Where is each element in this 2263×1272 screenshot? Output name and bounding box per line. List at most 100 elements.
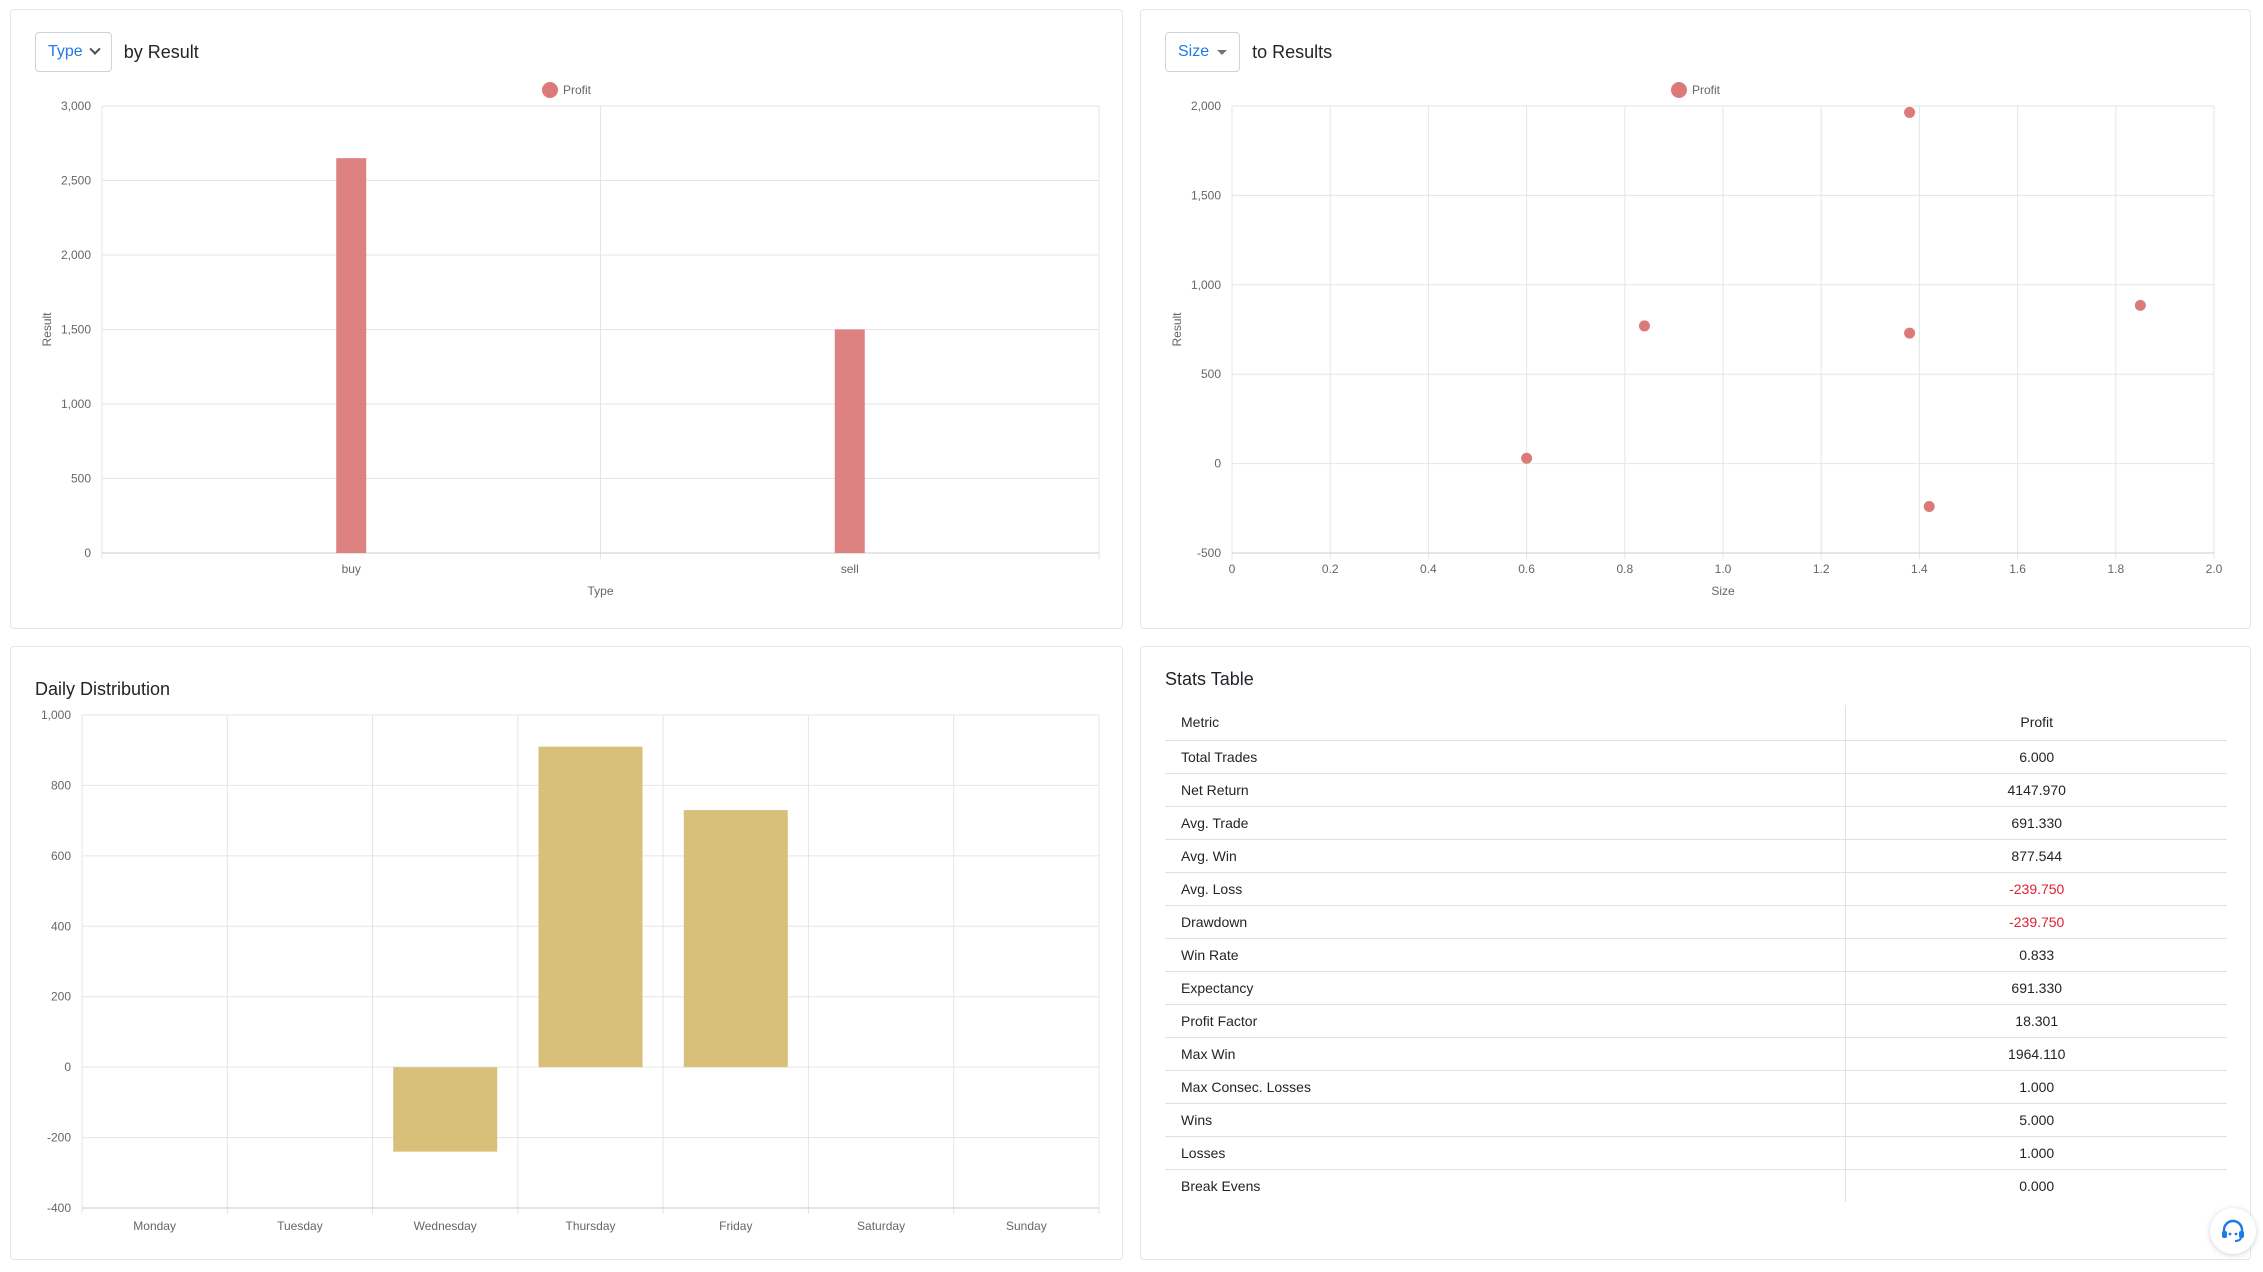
bar-friday [683, 810, 788, 1068]
table-row: Avg. Trade 691.330 [1165, 806, 2227, 840]
x-tick-label: Tuesday [277, 1219, 323, 1233]
profit-value-cell: 877.544 [1845, 839, 2227, 873]
metric-cell: Max Win [1165, 1037, 1846, 1071]
scatter-point [1904, 106, 1916, 118]
profit-value-cell: -239.750 [1845, 905, 2227, 939]
table-row: Avg. Win 877.544 [1165, 839, 2227, 873]
y-tick-label: 200 [51, 990, 71, 1004]
x-tick-label: Saturday [857, 1219, 905, 1233]
metric-cell: Net Return [1165, 773, 1846, 807]
size-panel-title: to Results [1252, 41, 1333, 62]
legend-label: Profit [563, 83, 592, 97]
metric-cell: Break Evens [1181, 1177, 1261, 1194]
type-panel-title: by Result [123, 41, 199, 62]
table-row: Avg. Loss -239.750 [1165, 872, 2227, 906]
profit-value-cell: -239.750 [1845, 872, 2227, 906]
metric-cell: Losses [1165, 1136, 1846, 1170]
y-tick-label: 1,500 [61, 323, 91, 337]
x-tick-label: Monday [133, 1219, 176, 1233]
type-selector-label: Type [48, 43, 83, 60]
y-tick-label: 500 [71, 472, 91, 486]
bar-wednesday [393, 1067, 498, 1152]
y-tick-label: -400 [47, 1201, 71, 1215]
legend-marker [1671, 82, 1687, 98]
x-tick-label: 1.2 [1813, 562, 1830, 576]
table-row: Net Return 4147.970 [1165, 773, 2227, 807]
daily-panel-title: Daily Distribution [35, 678, 171, 699]
y-tick-label: 600 [51, 849, 71, 863]
profit-value-cell: 1.000 [1845, 1136, 2227, 1170]
x-tick-label: 0 [1229, 562, 1236, 576]
x-tick-label: sell [841, 562, 859, 576]
metric-cell: Win Rate [1165, 938, 1846, 972]
y-tick-label: 1,000 [41, 708, 71, 722]
metric-cell: Total Trades [1165, 740, 1846, 774]
stats-panel-title: Stats Table [1165, 669, 1254, 689]
x-tick-label: 0.4 [1420, 562, 1437, 576]
column-header-metric: Metric [1165, 705, 1846, 741]
table-row: Break Evens 0.000 [1165, 1169, 2227, 1202]
metric-cell: Expectancy [1165, 971, 1846, 1005]
table-row: Max Win 1964.110 [1165, 1037, 2227, 1071]
y-tick-label: 0 [64, 1060, 71, 1074]
size-to-results-panel: Size to Results -500 0 500 1,000 1,500 2,000 0… [1140, 9, 2251, 629]
profit-value-cell: 0.833 [1845, 938, 2227, 972]
size-panel-header: Size to Results [1165, 32, 1332, 72]
y-tick-label: 1,000 [61, 397, 91, 411]
y-axis-title: Result [1170, 312, 1184, 347]
profit-value-cell: 5.000 [1845, 1103, 2227, 1137]
x-tick-label: 2.0 [2206, 562, 2223, 576]
y-axis-title: Result [40, 312, 54, 347]
profit-value-cell: 691.330 [1845, 971, 2227, 1005]
stats-table: Metric Profit Total Trades 6.000 Net Retur… [1165, 705, 2227, 1202]
support-chat-button[interactable] [2210, 1208, 2256, 1254]
bar-buy [336, 158, 367, 553]
y-tick-label: 400 [51, 919, 71, 933]
size-selector-label: Size [1178, 43, 1210, 60]
table-row: Drawdown -239.750 [1165, 905, 2227, 939]
caret-down-icon [1217, 49, 1228, 55]
column-header-profit: Profit [1845, 705, 2227, 741]
daily-bar-chart: -400 -200 0 200 400 600 800 1,000 Monday Tuesday W… [41, 708, 1100, 1233]
daily-distribution-panel: Daily Distribution -400 -200 0 200 400 600 800… [10, 646, 1123, 1260]
x-tick-label: 1.8 [2107, 562, 2124, 576]
table-row: Losses 1.000 [1165, 1136, 2227, 1170]
x-tick-label: Friday [719, 1219, 752, 1233]
stats-header-row: Metric Profit [1165, 705, 2227, 741]
profit-value-cell: 1.000 [1845, 1070, 2227, 1104]
bar-thursday [538, 746, 643, 1068]
table-row: Profit Factor 18.301 [1165, 1004, 2227, 1038]
metric-cell: Drawdown [1165, 905, 1846, 939]
scatter-point [1923, 501, 1935, 513]
table-row: Total Trades 6.000 [1165, 740, 2227, 774]
y-tick-label: 2,500 [61, 174, 91, 188]
x-tick-label: buy [342, 562, 361, 576]
x-axis-title: Size [1711, 584, 1735, 598]
x-tick-label: 1.0 [1715, 562, 1732, 576]
x-tick-label: Wednesday [414, 1219, 477, 1233]
y-tick-label: -500 [1197, 546, 1221, 560]
y-tick-label: 800 [51, 778, 71, 792]
y-tick-label: 1,000 [1191, 278, 1221, 292]
scatter-point [1521, 452, 1533, 464]
y-tick-label: 2,000 [1191, 99, 1221, 113]
y-tick-label: 0 [84, 546, 91, 560]
size-selector-dropdown[interactable]: Size [1165, 32, 1241, 72]
x-tick-label: 0.2 [1322, 562, 1339, 576]
metric-cell: Max Consec. Losses [1165, 1070, 1846, 1104]
stats-table-panel: Stats Table Metric Profit Total Trades 6.… [1140, 646, 2251, 1260]
scatter-point [1904, 327, 1916, 339]
type-selector-dropdown[interactable]: Type [35, 32, 112, 72]
type-panel-header: Type by Result [35, 32, 199, 72]
profit-value-cell: 4147.970 [1845, 773, 2227, 807]
daily-panel-header: Daily Distribution [35, 669, 170, 709]
metric-cell: Profit Factor [1165, 1004, 1846, 1038]
y-tick-label: -200 [47, 1131, 71, 1145]
y-tick-label: 3,000 [61, 99, 91, 113]
profit-value-cell: 6.000 [1845, 740, 2227, 774]
y-tick-label: 0 [1214, 457, 1221, 471]
metric-cell: Avg. Loss [1165, 872, 1846, 906]
x-tick-label: Sunday [1006, 1219, 1047, 1233]
table-row: Win Rate 0.833 [1165, 938, 2227, 972]
profit-value-cell: 18.301 [1845, 1004, 2227, 1038]
